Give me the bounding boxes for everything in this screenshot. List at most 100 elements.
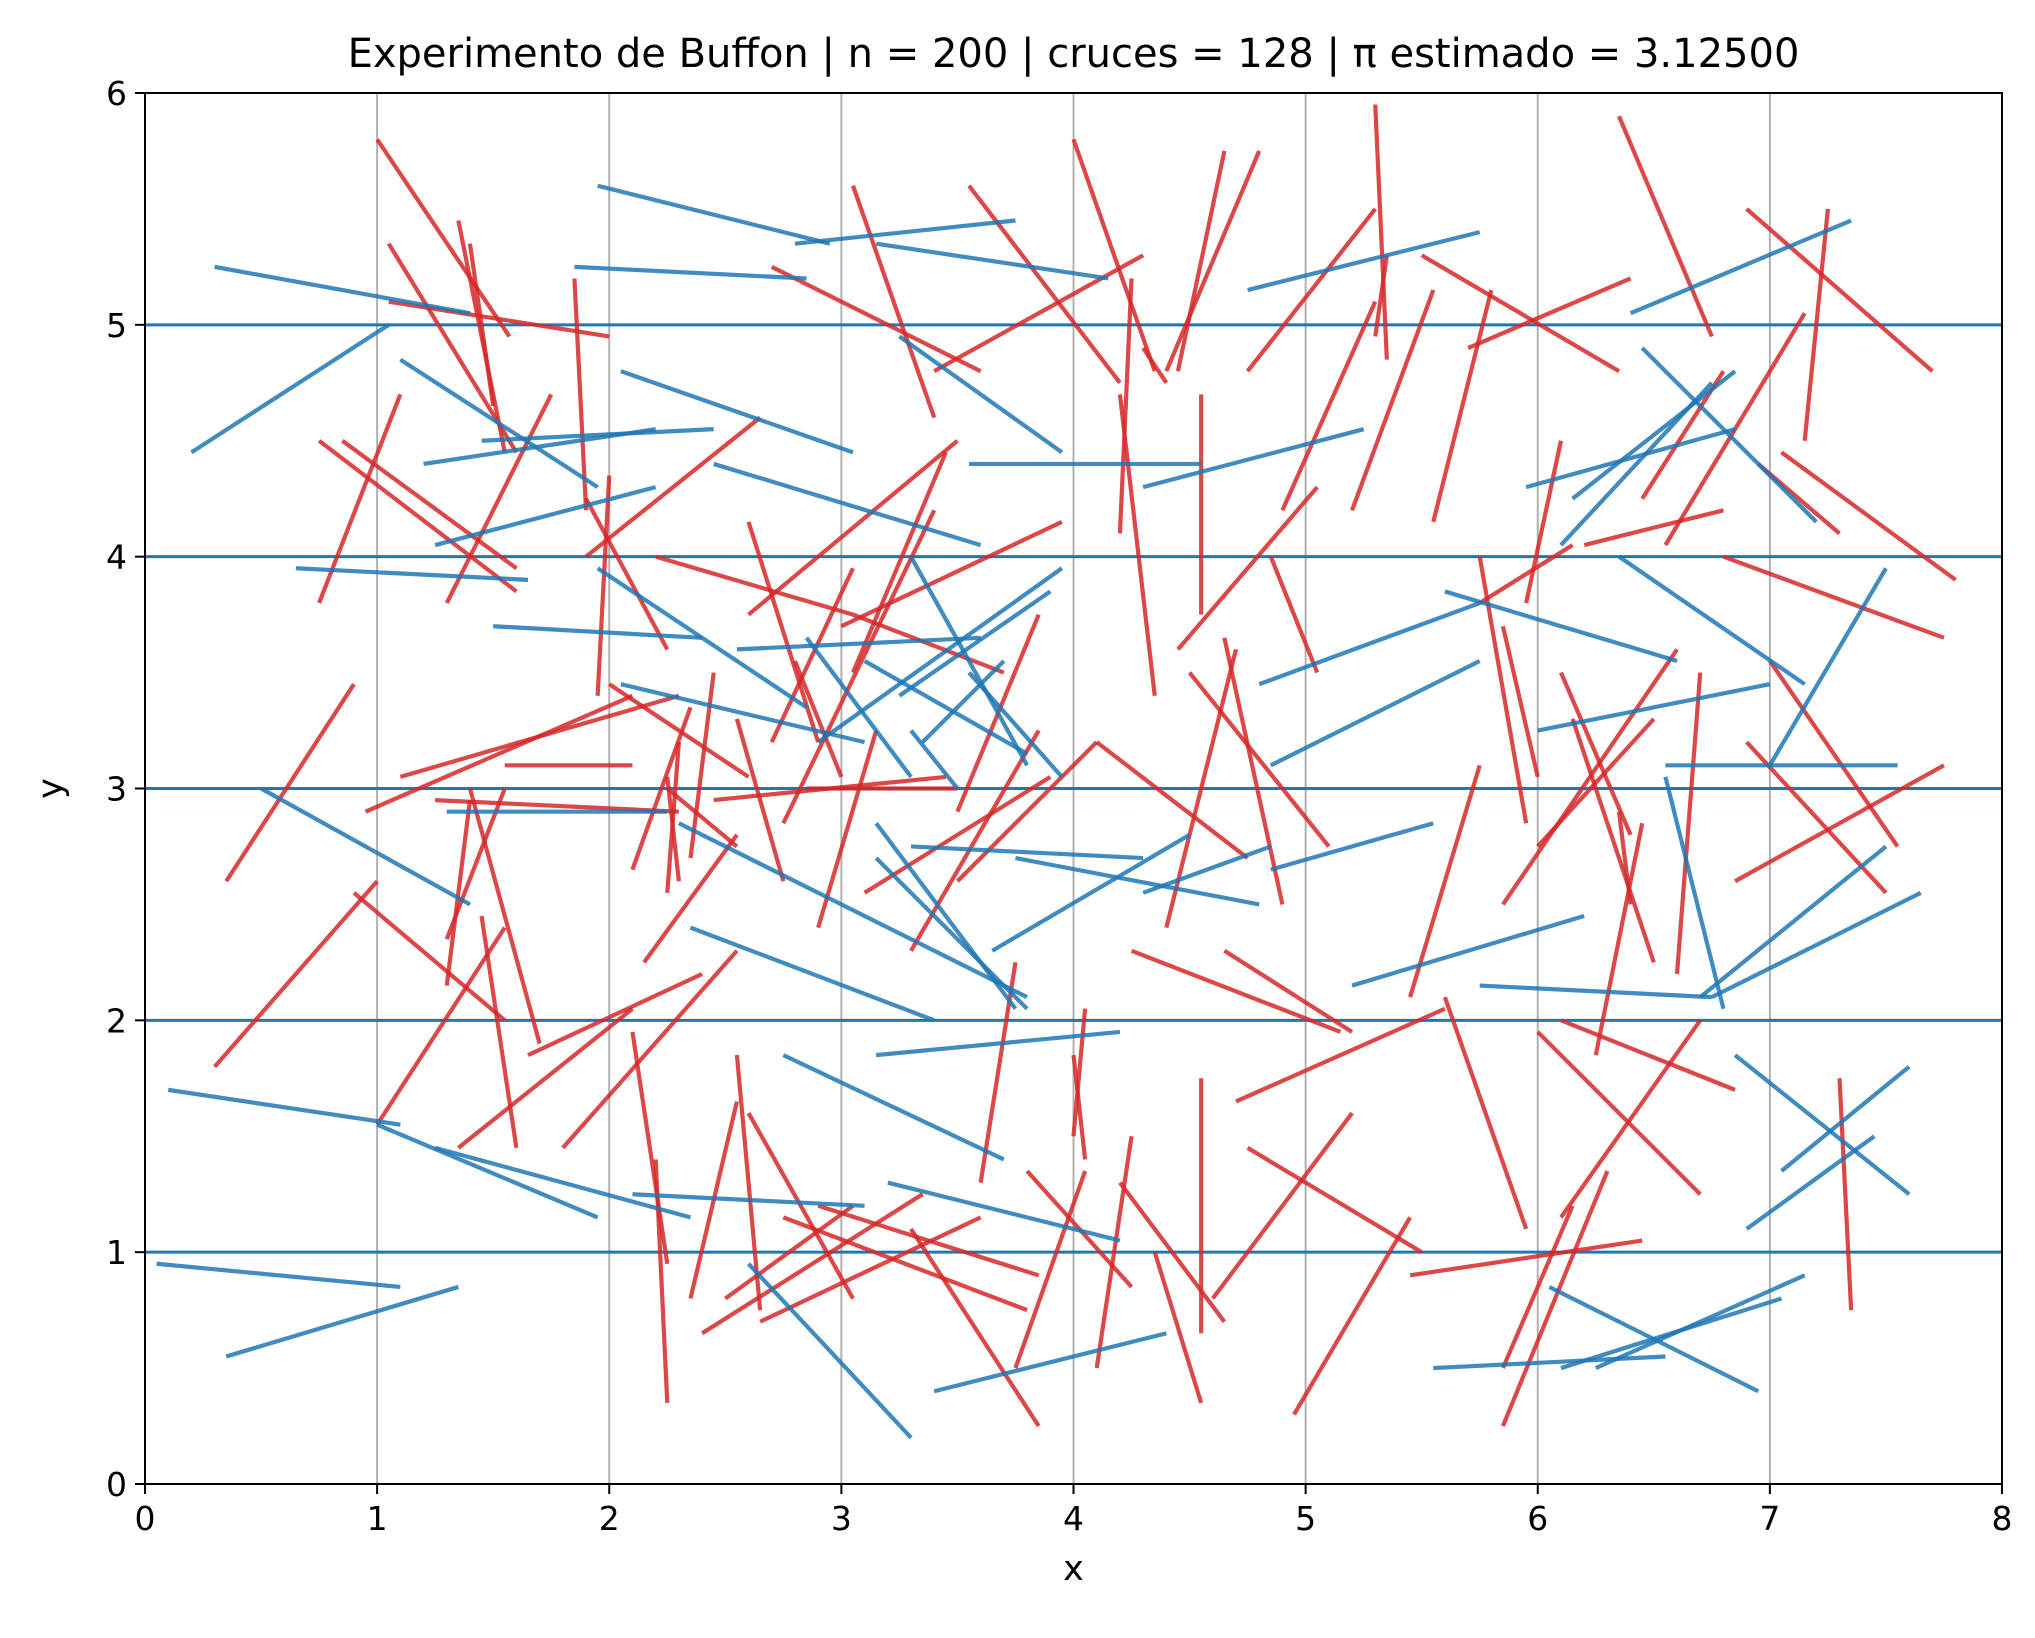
- needle-crossing: [1478, 543, 1574, 605]
- needle-crossing: [527, 972, 703, 1058]
- needle-crossing: [467, 243, 496, 407]
- needle-crossing: [1013, 1170, 1088, 1369]
- needle-no-crossing: [1663, 776, 1726, 1010]
- y-tick-label: 4: [106, 538, 127, 577]
- needle-crossing: [653, 1159, 670, 1403]
- needle-no-crossing: [1768, 567, 1888, 767]
- y-tick-label: 2: [106, 1001, 127, 1040]
- needle-crossing: [665, 786, 739, 849]
- needle-no-crossing: [1433, 1354, 1666, 1371]
- needle-crossing: [1280, 300, 1378, 512]
- needle-no-crossing: [863, 659, 1029, 756]
- needle-crossing: [1187, 671, 1331, 848]
- needle-no-crossing: [736, 635, 981, 652]
- needle-crossing: [1722, 554, 1945, 640]
- needle-crossing: [1292, 1216, 1412, 1416]
- needle-crossing: [933, 253, 1145, 374]
- needle-crossing: [608, 682, 750, 779]
- x-tick-label: 1: [367, 1499, 388, 1538]
- needle-crossing: [1223, 949, 1354, 1034]
- needle-crossing: [1837, 1078, 1854, 1311]
- needle-no-crossing: [1015, 855, 1260, 907]
- needle-no-crossing: [1559, 381, 1714, 547]
- needle-crossing: [851, 451, 948, 674]
- needle-crossing: [769, 567, 855, 744]
- needle-crossing: [863, 775, 1052, 895]
- needle-no-crossing: [156, 1261, 401, 1290]
- needle-crossing: [341, 439, 518, 570]
- needle-crossing: [734, 1054, 763, 1311]
- needle-crossing: [1164, 150, 1262, 373]
- needle-crossing: [1560, 1018, 1736, 1092]
- needle-no-crossing: [260, 786, 471, 907]
- needle-no-crossing: [713, 461, 982, 548]
- needle-crossing: [1235, 1006, 1446, 1104]
- x-tick-label: 7: [1759, 1499, 1780, 1538]
- needle-no-crossing: [874, 856, 1029, 1011]
- x-tick-label: 3: [831, 1499, 852, 1538]
- needle-crossing: [1745, 207, 1934, 373]
- needle-crossing: [655, 554, 854, 617]
- needle-no-crossing: [921, 659, 1006, 744]
- needle-crossing: [352, 891, 507, 1022]
- needle-crossing: [375, 138, 512, 338]
- y-tick-label: 0: [106, 1465, 127, 1504]
- needle-crossing: [317, 439, 518, 594]
- needle-no-crossing: [434, 485, 657, 548]
- needle-no-crossing: [1525, 427, 1736, 490]
- needle-crossing: [782, 1215, 1028, 1313]
- x-tick-label: 8: [1992, 1499, 2013, 1538]
- needle-crossing: [713, 774, 947, 803]
- needle-crossing: [781, 509, 937, 825]
- needle-no-crossing: [1142, 427, 1365, 490]
- needle-no-crossing: [910, 844, 1144, 861]
- needle-crossing: [1431, 289, 1494, 523]
- needle-crossing: [457, 1007, 634, 1150]
- needle-crossing: [1559, 671, 1633, 836]
- needle-crossing: [665, 741, 681, 893]
- needle-crossing: [1500, 1170, 1610, 1427]
- needle-crossing: [1802, 208, 1830, 441]
- needle-crossing: [1222, 637, 1285, 905]
- needle-crossing: [444, 393, 554, 604]
- needle-crossing: [1583, 508, 1724, 548]
- needle-crossing: [850, 185, 937, 419]
- needle-crossing: [1524, 440, 1564, 604]
- needle-crossing: [595, 475, 612, 696]
- needle-no-crossing: [782, 1053, 1005, 1162]
- needle-crossing: [1500, 625, 1540, 778]
- needle-no-crossing: [1351, 913, 1585, 988]
- needle-no-crossing: [1780, 1065, 1911, 1173]
- needle-crossing: [1617, 115, 1714, 338]
- needle-crossing: [909, 1227, 1041, 1428]
- needle-crossing: [584, 497, 670, 651]
- needles-layer: [156, 104, 1957, 1440]
- needle-no-crossing: [874, 822, 1018, 1011]
- needle-no-crossing: [225, 1284, 459, 1359]
- needle-crossing: [213, 879, 379, 1069]
- needle-no-crossing: [1733, 1053, 1911, 1196]
- needle-no-crossing: [1698, 844, 1888, 999]
- needle-crossing: [1094, 1135, 1134, 1369]
- needle-no-crossing: [1537, 682, 1771, 733]
- needle-crossing: [467, 787, 542, 1045]
- needle-crossing: [1420, 253, 1621, 374]
- needle-crossing: [1175, 150, 1227, 372]
- x-tick-label: 2: [599, 1499, 620, 1538]
- needle-crossing: [364, 693, 634, 814]
- x-tick-label: 5: [1295, 1499, 1316, 1538]
- y-tick-label: 6: [106, 74, 127, 113]
- x-tick-label: 4: [1063, 1499, 1084, 1538]
- needle-no-crossing: [481, 427, 714, 443]
- needle-no-crossing: [1479, 983, 1712, 1000]
- needle-no-crossing: [887, 1180, 1121, 1243]
- needle-crossing: [1245, 207, 1377, 373]
- needle-no-crossing: [1270, 821, 1434, 872]
- needle-no-crossing: [1594, 1273, 1806, 1371]
- needle-no-crossing: [493, 624, 703, 640]
- needle-crossing: [1501, 648, 1679, 906]
- needle-crossing: [386, 242, 519, 454]
- needle-no-crossing: [434, 1145, 692, 1220]
- needle-crossing: [724, 1204, 855, 1301]
